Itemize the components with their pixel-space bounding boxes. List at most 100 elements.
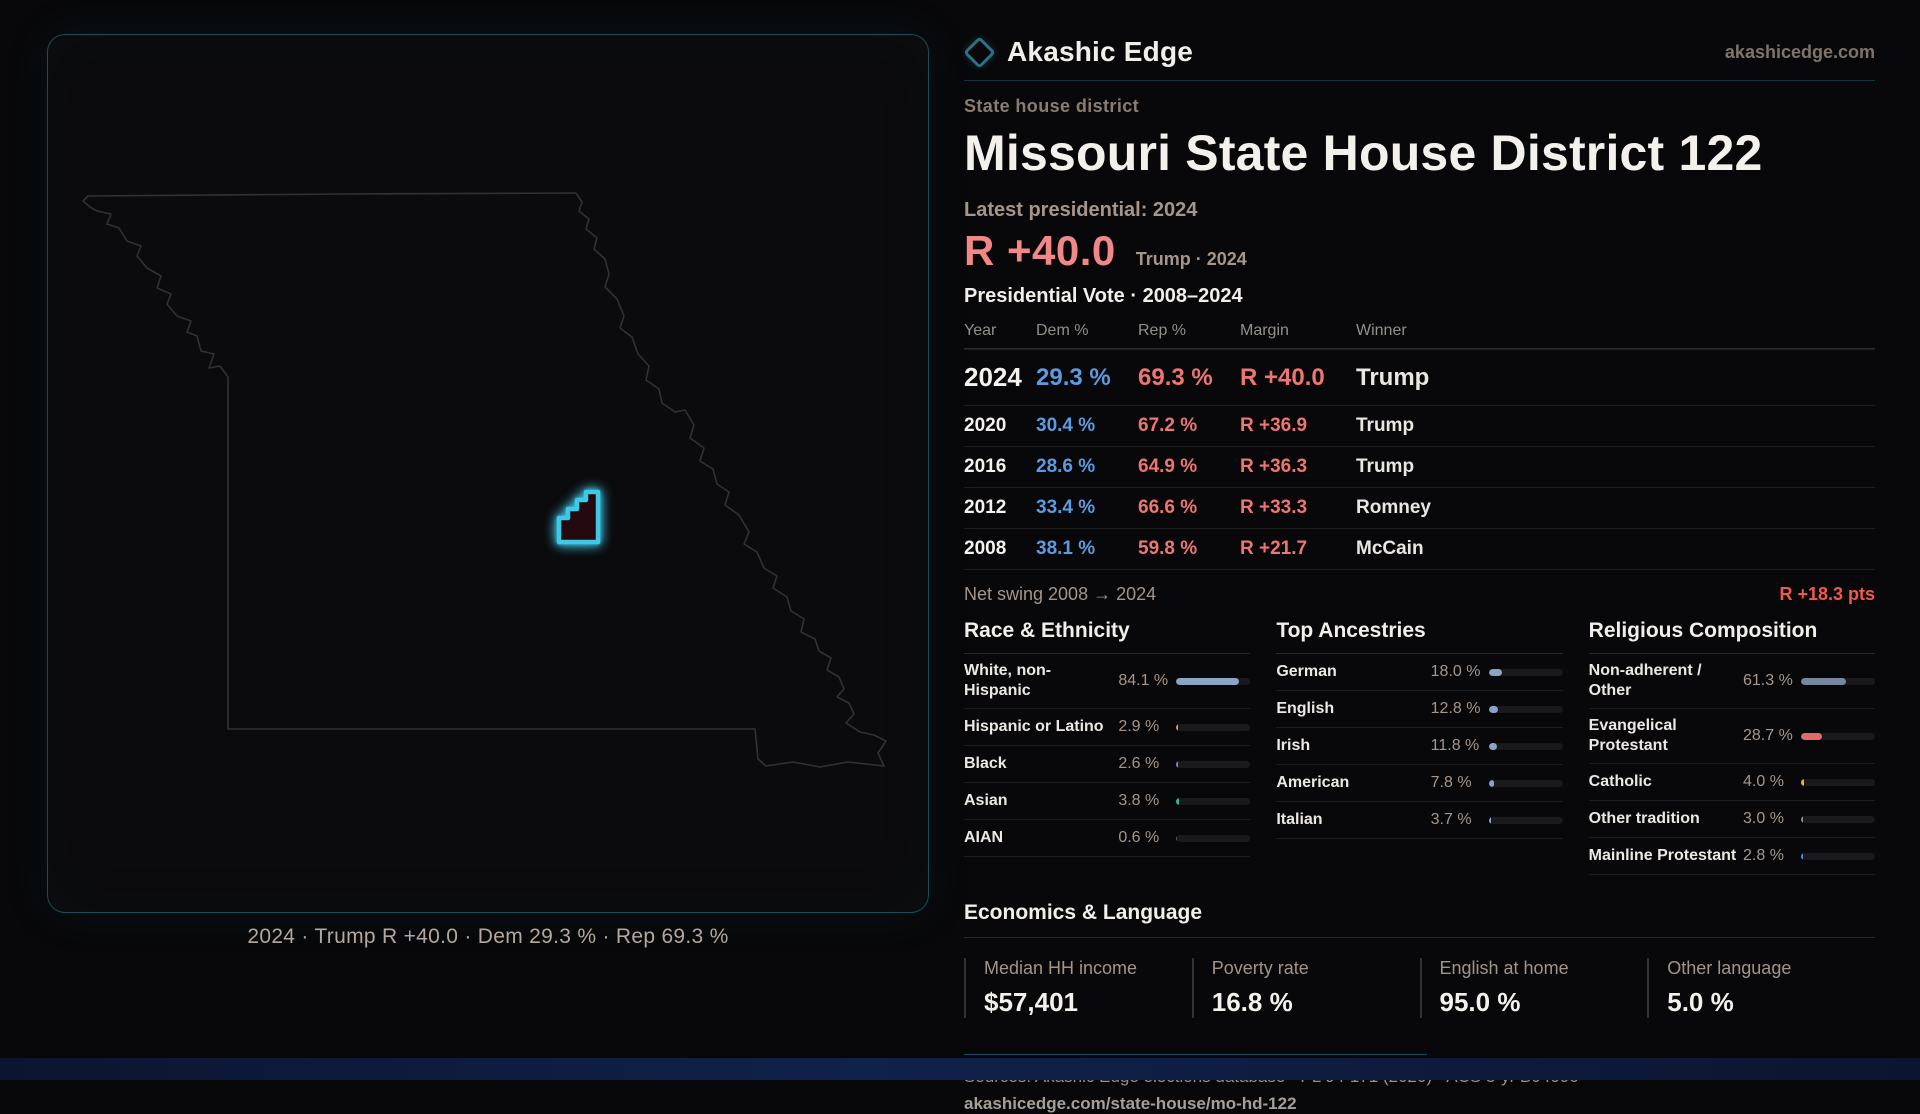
demo-label: Italian — [1276, 810, 1430, 830]
brand-name: Akashic Edge — [1007, 36, 1193, 68]
stat-card: Median HH income $57,401 — [964, 958, 1192, 1018]
demo-label: Asian — [964, 791, 1118, 811]
demo-row: American 7.8 % — [1276, 765, 1562, 802]
demo-label: German — [1276, 662, 1430, 682]
demo-bar — [1176, 678, 1250, 685]
demo-value: 2.6 % — [1118, 755, 1176, 773]
demo-bar — [1176, 835, 1250, 842]
stat-label: Other language — [1667, 958, 1875, 979]
brand-header: Akashic Edge akashicedge.com — [964, 30, 1875, 74]
stat-label: Median HH income — [984, 958, 1192, 979]
col-winner: Winner — [1356, 322, 1875, 340]
permalink-url[interactable]: akashicedge.com/state-house/mo-hd-122 — [964, 1094, 1875, 1114]
demo-label: Hispanic or Latino — [964, 717, 1118, 737]
net-swing-value: R +18.3 pts — [1779, 584, 1875, 605]
stat-value: 5.0 % — [1667, 987, 1875, 1018]
religious-composition-section: Religious Composition Non-adherent / Oth… — [1589, 619, 1875, 875]
district-map-panel — [47, 34, 929, 913]
headline-margin-note: Trump · 2024 — [1136, 249, 1247, 270]
demo-label: Mainline Protestant — [1589, 846, 1743, 866]
rep-cell: 66.6 % — [1138, 497, 1240, 519]
demo-label: AIAN — [964, 828, 1118, 848]
demo-row: Asian 3.8 % — [964, 783, 1250, 820]
demo-bar — [1489, 706, 1563, 713]
dem-cell: 30.4 % — [1036, 415, 1138, 437]
dem-cell: 33.4 % — [1036, 497, 1138, 519]
demo-value: 3.7 % — [1431, 811, 1489, 829]
presidential-vote-table: Year Dem % Rep % Margin Winner 2024 29.3… — [964, 318, 1875, 570]
demo-bar — [1801, 678, 1875, 685]
demo-row: Evangelical Protestant 28.7 % — [1589, 709, 1875, 764]
dem-cell: 38.1 % — [1036, 538, 1138, 560]
demographics-grid: Race & Ethnicity White, non-Hispanic 84.… — [964, 619, 1875, 875]
winner-cell: Romney — [1356, 497, 1875, 519]
section-title: Top Ancestries — [1276, 619, 1562, 654]
economics-stats-row: Median HH income $57,401 Poverty rate 16… — [964, 958, 1875, 1018]
latest-presidential-label: Latest presidential: 2024 — [964, 199, 1875, 222]
year-cell: 2012 — [964, 497, 1036, 519]
table-row: 2012 33.4 % 66.6 % R +33.3 Romney — [964, 487, 1875, 528]
margin-cell: R +33.3 — [1240, 497, 1356, 519]
demo-row: Non-adherent / Other 61.3 % — [1589, 654, 1875, 709]
demo-label: Irish — [1276, 736, 1430, 756]
rep-cell: 64.9 % — [1138, 456, 1240, 478]
detail-panel: Akashic Edge akashicedge.com State house… — [964, 30, 1875, 1114]
margin-cell: R +40.0 — [1240, 364, 1356, 392]
demo-value: 0.6 % — [1118, 829, 1176, 847]
demo-label: White, non-Hispanic — [964, 661, 1118, 701]
stat-card: English at home 95.0 % — [1420, 958, 1648, 1018]
demo-label: Black — [964, 754, 1118, 774]
brand-diamond-icon — [963, 36, 996, 69]
table-row: 2020 30.4 % 67.2 % R +36.9 Trump — [964, 405, 1875, 446]
demo-value: 84.1 % — [1118, 672, 1176, 690]
demo-row: English 12.8 % — [1276, 691, 1562, 728]
stat-card: Other language 5.0 % — [1647, 958, 1875, 1018]
demo-row: Other tradition 3.0 % — [1589, 801, 1875, 838]
section-title: Race & Ethnicity — [964, 619, 1250, 654]
demo-bar — [1801, 816, 1875, 823]
demo-value: 3.8 % — [1118, 792, 1176, 810]
demo-value: 2.8 % — [1743, 847, 1801, 865]
demo-bar — [1489, 669, 1563, 676]
table-header-row: Year Dem % Rep % Margin Winner — [964, 318, 1875, 349]
district-type-eyebrow: State house district — [964, 96, 1875, 117]
net-swing-label: Net swing 2008 → 2024 — [964, 584, 1156, 605]
demo-value: 4.0 % — [1743, 773, 1801, 791]
col-year: Year — [964, 322, 1036, 340]
year-cell: 2016 — [964, 456, 1036, 478]
stat-value: 95.0 % — [1440, 987, 1648, 1018]
demo-value: 12.8 % — [1431, 700, 1489, 718]
table-row: 2016 28.6 % 64.9 % R +36.3 Trump — [964, 446, 1875, 487]
demo-label: Non-adherent / Other — [1589, 661, 1743, 701]
demo-value: 11.8 % — [1431, 737, 1489, 755]
demo-bar — [1176, 761, 1250, 768]
demo-label: English — [1276, 699, 1430, 719]
demo-bar — [1489, 817, 1563, 824]
demo-label: Catholic — [1589, 772, 1743, 792]
table-row: 2024 29.3 % 69.3 % R +40.0 Trump — [964, 349, 1875, 405]
demo-row: Hispanic or Latino 2.9 % — [964, 709, 1250, 746]
demo-row: AIAN 0.6 % — [964, 820, 1250, 857]
demo-bar — [1801, 733, 1875, 740]
presidential-vote-title: Presidential Vote · 2008–2024 — [964, 285, 1875, 308]
demo-row: White, non-Hispanic 84.1 % — [964, 654, 1250, 709]
demo-row: Black 2.6 % — [964, 746, 1250, 783]
brand-domain-link[interactable]: akashicedge.com — [1725, 42, 1875, 63]
demo-bar — [1489, 743, 1563, 750]
demo-row: Catholic 4.0 % — [1589, 764, 1875, 801]
section-title: Religious Composition — [1589, 619, 1875, 654]
missouri-map — [48, 35, 928, 912]
bottom-accent-band — [0, 1058, 1920, 1080]
headline-margin: R +40.0 — [964, 227, 1116, 275]
year-cell: 2008 — [964, 538, 1036, 560]
margin-cell: R +36.3 — [1240, 456, 1356, 478]
map-caption: 2024 · Trump R +40.0 · Dem 29.3 % · Rep … — [47, 925, 929, 949]
margin-cell: R +21.7 — [1240, 538, 1356, 560]
demo-row: German 18.0 % — [1276, 654, 1562, 691]
col-margin: Margin — [1240, 322, 1356, 340]
winner-cell: Trump — [1356, 364, 1875, 392]
rep-cell: 59.8 % — [1138, 538, 1240, 560]
demo-bar — [1489, 780, 1563, 787]
dem-cell: 29.3 % — [1036, 364, 1138, 392]
demo-bar — [1176, 724, 1250, 731]
